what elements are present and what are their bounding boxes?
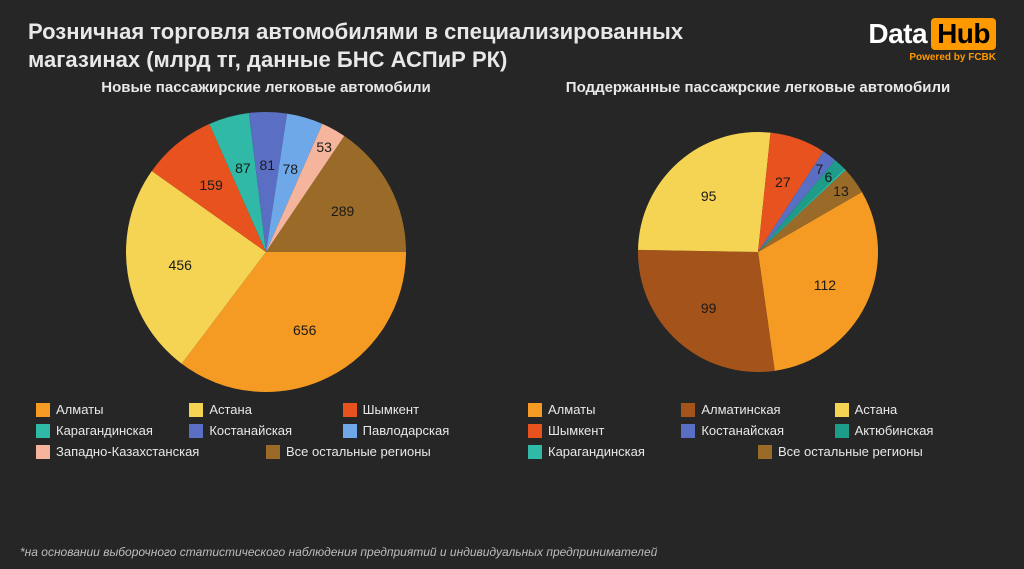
chart-left-legend-item: Все остальные регионы <box>266 444 496 459</box>
logo-text-data: Data <box>868 18 927 50</box>
logo-text-hub: Hub <box>931 18 996 50</box>
legend-swatch <box>189 424 203 438</box>
legend-label: Карагандинская <box>548 444 645 459</box>
chart-right-legend: Алматы Алматинская Астана Шымкент Костанайск… <box>518 402 998 459</box>
legend-label: Павлодарская <box>363 423 450 438</box>
chart-right-legend-item: Алматы <box>528 402 681 417</box>
chart-left-legend-item: Павлодарская <box>343 423 496 438</box>
legend-swatch <box>681 403 695 417</box>
legend-swatch <box>758 445 772 459</box>
chart-left-legend-item: Шымкент <box>343 402 496 417</box>
legend-swatch <box>835 424 849 438</box>
footnote: *на основании выборочного статистическог… <box>20 545 657 559</box>
legend-swatch <box>528 445 542 459</box>
header: Розничная торговля автомобилями в специа… <box>0 0 1024 73</box>
legend-swatch <box>36 445 50 459</box>
chart-left-legend-item: Карагандинская <box>36 423 189 438</box>
legend-label: Алматинская <box>701 402 780 417</box>
chart-right-legend-item: Астана <box>835 402 988 417</box>
legend-swatch <box>189 403 203 417</box>
legend-label: Актюбинская <box>855 423 934 438</box>
legend-label: Карагандинская <box>56 423 153 438</box>
chart-left-pie: 65645615987817853289 <box>26 102 506 402</box>
legend-label: Костанайская <box>209 423 292 438</box>
legend-label: Все остальные регионы <box>778 444 923 459</box>
chart-right-slice <box>638 132 771 252</box>
legend-label: Астана <box>209 402 252 417</box>
legend-label: Все остальные регионы <box>286 444 431 459</box>
legend-label: Алматы <box>548 402 595 417</box>
legend-label: Костанайская <box>701 423 784 438</box>
chart-right-legend-item: Карагандинская <box>528 444 758 459</box>
logo-powered: Powered by FCBK <box>868 52 996 63</box>
legend-swatch <box>266 445 280 459</box>
legend-label: Алматы <box>56 402 103 417</box>
chart-right-legend-item: Все остальные регионы <box>758 444 988 459</box>
legend-swatch <box>835 403 849 417</box>
chart-left-title: Новые пассажирские легковые автомобили <box>26 79 506 96</box>
chart-right-pie: 1129995277613 <box>518 102 998 402</box>
chart-right-title: Поддержанные пассажрские легковые автомо… <box>518 79 998 96</box>
chart-left-legend-item: Астана <box>189 402 342 417</box>
chart-left-svg <box>26 102 506 402</box>
legend-label: Западно-Казахстанская <box>56 444 199 459</box>
chart-left-legend: Алматы Астана Шымкент Карагандинская Костана… <box>26 402 506 459</box>
legend-swatch <box>36 403 50 417</box>
chart-left-block: Новые пассажирские легковые автомобили 6… <box>26 79 506 459</box>
chart-left-legend-item: Алматы <box>36 402 189 417</box>
legend-label: Шымкент <box>363 402 419 417</box>
chart-right-block: Поддержанные пассажрские легковые автомо… <box>518 79 998 459</box>
chart-right-svg <box>518 102 998 402</box>
legend-swatch <box>681 424 695 438</box>
legend-swatch <box>36 424 50 438</box>
legend-swatch <box>343 403 357 417</box>
chart-left-legend-item: Костанайская <box>189 423 342 438</box>
chart-right-legend-item: Костанайская <box>681 423 834 438</box>
chart-right-legend-item: Актюбинская <box>835 423 988 438</box>
chart-right-slice <box>638 250 775 372</box>
legend-swatch <box>343 424 357 438</box>
charts-row: Новые пассажирские легковые автомобили 6… <box>0 73 1024 459</box>
page-title: Розничная торговля автомобилями в специа… <box>28 18 768 73</box>
legend-label: Шымкент <box>548 423 604 438</box>
legend-swatch <box>528 424 542 438</box>
legend-label: Астана <box>855 402 898 417</box>
logo-block: Data Hub Powered by FCBK <box>868 18 996 63</box>
logo: Data Hub <box>868 18 996 50</box>
chart-left-legend-item: Западно-Казахстанская <box>36 444 266 459</box>
legend-swatch <box>528 403 542 417</box>
chart-right-legend-item: Шымкент <box>528 423 681 438</box>
chart-right-legend-item: Алматинская <box>681 402 834 417</box>
